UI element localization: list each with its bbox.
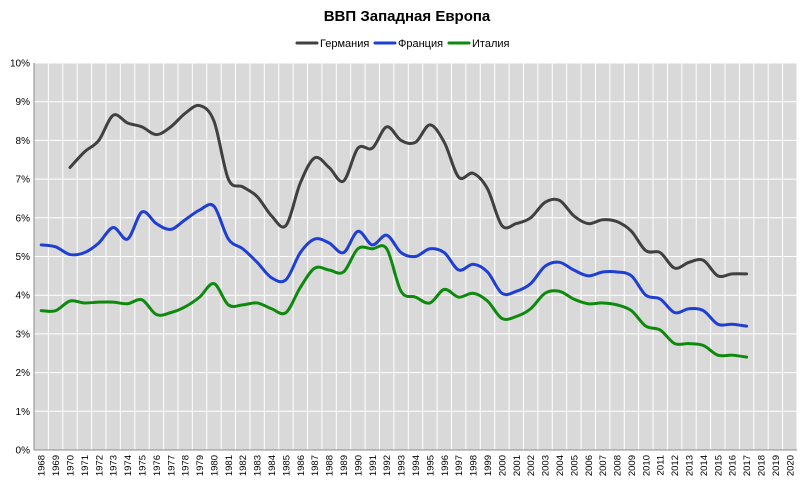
x-tick-label: 2003 bbox=[541, 455, 552, 476]
x-tick-label: 1984 bbox=[267, 455, 278, 476]
x-tick-label: 1997 bbox=[454, 455, 465, 476]
y-tick-label: 0% bbox=[16, 446, 31, 457]
x-tick-label: 2014 bbox=[699, 455, 710, 476]
legend-label: Германия bbox=[320, 38, 369, 50]
legend-label: Италия bbox=[472, 38, 510, 50]
x-tick-label: 1996 bbox=[440, 455, 451, 476]
x-tick-label: 1982 bbox=[238, 455, 249, 476]
x-tick-label: 1969 bbox=[51, 455, 62, 476]
x-tick-label: 1977 bbox=[166, 455, 177, 476]
y-tick-label: 3% bbox=[16, 329, 31, 340]
x-axis: 1968 1969 1970 1971 1972 1973 1974 1975 1976 1977… bbox=[34, 449, 797, 476]
x-tick-label: 1995 bbox=[425, 455, 436, 476]
x-tick-label: 1994 bbox=[411, 455, 422, 476]
x-tick-label: 1992 bbox=[382, 455, 393, 476]
x-tick-label: 2015 bbox=[713, 455, 724, 476]
y-tick-label: 2% bbox=[16, 368, 31, 379]
x-tick-label: 1993 bbox=[397, 455, 408, 476]
x-tick-label: 1973 bbox=[109, 455, 120, 476]
x-tick-label: 1979 bbox=[195, 455, 206, 476]
x-tick-label: 2008 bbox=[613, 455, 624, 476]
y-axis: 0% 1% 2% 3% 4% 5% 6% 7% 8% 9% 10% bbox=[10, 59, 35, 457]
x-tick-label: 1999 bbox=[483, 455, 494, 476]
y-tick-label: 5% bbox=[16, 252, 31, 263]
x-tick-label: 1974 bbox=[123, 455, 134, 476]
y-tick-label: 10% bbox=[10, 59, 30, 70]
y-tick-label: 1% bbox=[16, 407, 31, 418]
x-tick-label: 2009 bbox=[627, 455, 638, 476]
x-tick-label: 2005 bbox=[569, 455, 580, 476]
y-tick-label: 9% bbox=[16, 97, 31, 108]
x-tick-label: 1968 bbox=[37, 455, 48, 476]
chart-title: ВВП Западная Европа bbox=[324, 8, 491, 25]
legend-item-1: Франция bbox=[373, 38, 443, 50]
x-tick-label: 1983 bbox=[253, 455, 264, 476]
x-tick-label: 1986 bbox=[296, 455, 307, 476]
series-line-0 bbox=[68, 103, 749, 279]
series-line-2 bbox=[39, 244, 749, 359]
y-tick-label: 6% bbox=[16, 213, 31, 224]
x-tick-label: 1972 bbox=[94, 455, 105, 476]
x-tick-label: 2012 bbox=[670, 455, 681, 476]
x-tick-label: 1980 bbox=[209, 455, 220, 476]
legend-item-0: Германия bbox=[295, 38, 369, 50]
x-tick-label: 1970 bbox=[65, 455, 76, 476]
x-tick-label: 2018 bbox=[757, 455, 768, 476]
x-tick-label: 1990 bbox=[353, 455, 364, 476]
legend-label: Франция bbox=[398, 38, 443, 50]
x-tick-label: 1985 bbox=[281, 455, 292, 476]
legend-item-2: Италия bbox=[447, 38, 510, 50]
y-tick-label: 4% bbox=[16, 291, 31, 302]
x-tick-label: 1971 bbox=[80, 455, 91, 476]
x-tick-label: 2011 bbox=[656, 455, 667, 475]
x-tick-label: 1975 bbox=[137, 455, 148, 476]
x-tick-label: 2013 bbox=[685, 455, 696, 476]
x-tick-label: 2010 bbox=[641, 455, 652, 476]
x-tick-label: 1991 bbox=[368, 455, 379, 476]
x-tick-label: 2006 bbox=[584, 455, 595, 476]
x-tick-label: 1988 bbox=[325, 455, 336, 476]
x-tick-label: 2020 bbox=[785, 455, 796, 476]
x-tick-label: 2019 bbox=[771, 455, 782, 476]
x-tick-label: 2017 bbox=[742, 455, 753, 476]
series-line-1 bbox=[39, 202, 749, 328]
x-tick-label: 2002 bbox=[526, 455, 537, 476]
x-tick-label: 1987 bbox=[310, 455, 321, 476]
x-tick-label: 1989 bbox=[339, 455, 350, 476]
x-tick-label: 1998 bbox=[469, 455, 480, 476]
y-tick-label: 8% bbox=[16, 136, 31, 147]
x-tick-label: 2001 bbox=[512, 455, 523, 476]
x-tick-label: 2007 bbox=[598, 455, 609, 476]
legend: Германия Франция Италия bbox=[295, 38, 510, 50]
x-tick-label: 2016 bbox=[728, 455, 739, 476]
x-tick-label: 2000 bbox=[497, 455, 508, 476]
y-tick-label: 7% bbox=[16, 175, 31, 186]
x-tick-label: 1978 bbox=[181, 455, 192, 476]
x-tick-label: 1976 bbox=[152, 455, 163, 476]
x-tick-label: 2004 bbox=[555, 455, 566, 476]
grid bbox=[33, 62, 798, 451]
series-layer bbox=[39, 103, 749, 359]
x-tick-label: 1981 bbox=[224, 455, 235, 476]
